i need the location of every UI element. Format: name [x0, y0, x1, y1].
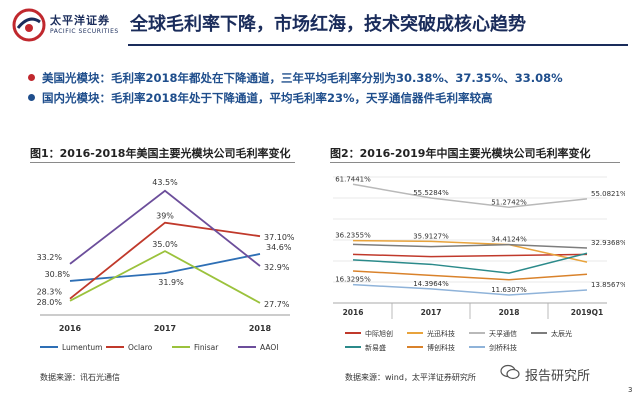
figure1-chart: 2016 2017 2018 30.8% 31.9% 34.6% 28.3% 39% 37.10… — [37, 178, 295, 352]
figure2-source: 数据来源：wind，太平洋证券研究所 — [345, 373, 476, 382]
bullet-us-modules: 美国光模块：毛利率2018年都处在下降通道，三年平均毛利率分别为30.38%、3… — [28, 70, 628, 90]
page-title: 全球毛利率下降，市场红海，技术突破成核心趋势 — [130, 14, 526, 35]
legend-label: AAOI — [260, 343, 278, 352]
data-label: 13.8567% — [591, 281, 625, 289]
company-logo: 太平洋证券 PACIFIC SECURITIES — [12, 6, 122, 46]
data-label: 55.5284% — [413, 189, 449, 197]
data-label: 30.8% — [45, 270, 71, 279]
series-line — [352, 243, 588, 249]
data-label: 39% — [156, 212, 174, 221]
figure1-title-rule — [30, 162, 295, 163]
data-label: 33.2% — [37, 253, 63, 262]
page-number: 3 — [628, 386, 633, 394]
bullet-text: 毛利率2018年都处在下降通道，三年平均毛利率分别为30.38%、37.35%、… — [111, 71, 563, 85]
series-line — [352, 283, 588, 296]
x-tick-label: 2016 — [343, 308, 364, 317]
header-divider — [128, 44, 628, 46]
data-label: 34.4124% — [491, 236, 527, 244]
bullet-cn-modules: 国内光模块：毛利率2018年处于下降通道，平均毛利率23%，天孚通信器件毛利率较… — [28, 90, 628, 110]
logo-mark-icon — [12, 8, 46, 42]
data-label: 27.7% — [264, 300, 290, 309]
data-label: 37.10% — [264, 233, 295, 242]
x-tick-label: 2018 — [249, 324, 272, 333]
bullet-dot-icon — [28, 74, 35, 81]
series-line — [352, 252, 588, 274]
summary-bullets: 美国光模块：毛利率2018年都处在下降通道，三年平均毛利率分别为30.38%、3… — [28, 70, 628, 110]
data-label: 28.0% — [37, 298, 63, 307]
data-label: 36.2355% — [335, 232, 371, 240]
series-line-lumentum — [69, 253, 261, 282]
series-line — [352, 270, 588, 281]
series-line-aaoi — [69, 189, 261, 267]
data-label: 43.5% — [152, 178, 178, 187]
data-label: 34.6% — [266, 243, 292, 252]
data-label: 32.9368% — [591, 239, 625, 247]
legend-label: 天孚通信 — [489, 329, 517, 338]
legend-label: Finisar — [194, 343, 219, 352]
watermark-text: 报告研究所 — [525, 369, 591, 384]
bullet-dot-icon — [28, 94, 35, 101]
legend-label: 博创科技 — [427, 343, 455, 352]
data-label: 32.9% — [264, 263, 290, 272]
legend-label: 光迅科技 — [427, 329, 455, 338]
logo-english-name: PACIFIC SECURITIES — [50, 28, 119, 35]
wechat-icon — [500, 364, 520, 380]
data-label: 28.3% — [37, 288, 63, 297]
legend-label: 剑桥科技 — [489, 343, 517, 352]
data-label: 16.3295% — [335, 276, 371, 284]
data-label: 11.6307% — [491, 286, 527, 294]
x-tick-label: 2017 — [421, 308, 442, 317]
logo-chinese-name: 太平洋证券 — [50, 14, 110, 27]
legend-label: 太辰光 — [551, 329, 572, 338]
data-label: 35.0% — [152, 240, 178, 249]
header: 太平洋证券 PACIFIC SECURITIES 全球毛利率下降，市场红海，技术… — [0, 0, 640, 52]
x-tick-label: 2016 — [59, 324, 82, 333]
series-line — [352, 183, 588, 209]
figure1-title: 图1：2016-2018年美国主要光模块公司毛利率变化 — [30, 147, 291, 160]
series-line — [352, 253, 588, 258]
legend-label: 中际旭创 — [365, 329, 393, 338]
figure2-title: 图2：2016-2019年中国主要光模块公司毛利率变化 — [330, 147, 591, 160]
bullet-key: 美国光模块： — [42, 71, 111, 85]
series-line-finisar — [69, 250, 261, 304]
bullet-key: 国内光模块： — [42, 91, 111, 105]
data-label: 61.7441% — [335, 175, 371, 183]
data-label: 51.2742% — [491, 198, 527, 206]
data-label: 55.0821% — [591, 190, 625, 198]
figure1-source: 数据来源：讯石光通信 — [40, 373, 120, 382]
x-tick-label: 2017 — [154, 324, 176, 333]
series-line-oclaro — [69, 221, 261, 300]
data-label: 35.9127% — [413, 232, 449, 240]
x-tick-label: 2019Q1 — [571, 308, 603, 317]
legend-label: Oclaro — [128, 343, 153, 352]
series-line — [352, 239, 588, 263]
figure2-chart: 2016 2017 2018 2019Q1 61.7441% 55.5284% 51.274… — [333, 175, 625, 352]
data-label: 14.3964% — [413, 280, 449, 288]
bullet-text: 毛利率2018年处于下降通道，平均毛利率23%，天孚通信器件毛利率较高 — [111, 91, 493, 105]
figure2-title-rule — [330, 162, 620, 163]
legend-label: Lumentum — [62, 343, 102, 352]
data-label: 31.9% — [158, 278, 184, 287]
legend-label: 新易盛 — [365, 343, 386, 352]
x-tick-label: 2018 — [499, 308, 520, 317]
